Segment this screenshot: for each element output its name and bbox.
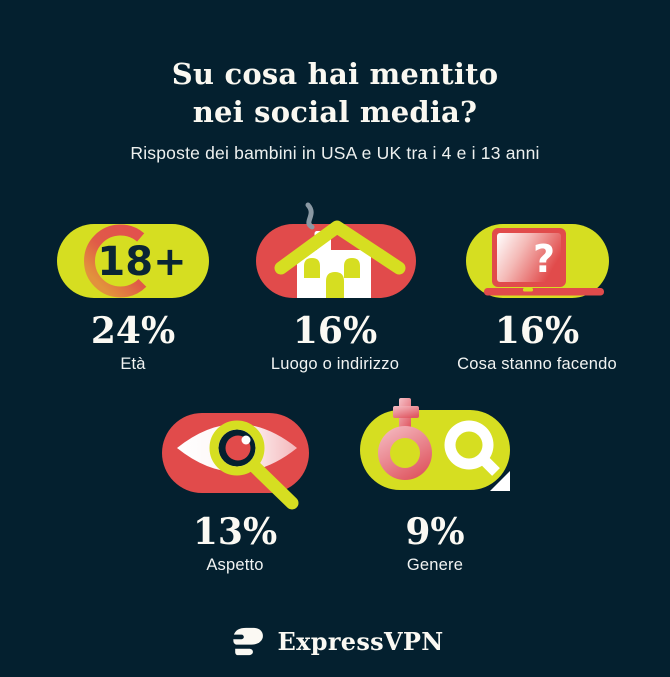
female-symbol-icon: [378, 398, 432, 481]
male-symbol-icon: [444, 420, 510, 492]
title-line-2: nei social media?: [192, 94, 478, 129]
stat-label: Aspetto: [206, 555, 264, 574]
stat-value: 24%: [90, 310, 176, 353]
stat-label: Età: [120, 355, 146, 374]
header: Su cosa hai mentito nei social media? Ri…: [0, 0, 670, 164]
title-line-1: Su cosa hai mentito: [171, 57, 499, 91]
stat-luogo: 16% Luogo o indirizzo: [234, 200, 436, 374]
stat-eta: 18+ 24% Età: [32, 200, 234, 374]
age-18-plus-badge-icon: 18+: [57, 224, 209, 299]
stat-value: 16%: [292, 310, 378, 353]
stat-label: Luogo o indirizzo: [270, 355, 400, 374]
house-icon: [256, 202, 416, 299]
brand-name: ExpressVPN: [277, 626, 444, 656]
brand-footer: ExpressVPN: [0, 625, 670, 658]
smoke-icon: [305, 202, 315, 230]
stat-value: 9%: [405, 511, 465, 554]
stats-row-2: 13% Aspetto: [0, 396, 670, 575]
question-mark-glyph: ?: [533, 237, 555, 281]
stat-aspetto: 13% Aspetto: [135, 396, 335, 575]
expressvpn-logo-icon: [231, 627, 263, 656]
gender-symbols-icon: [360, 398, 510, 492]
stat-value: 16%: [494, 310, 580, 353]
stat-genere: 9% Genere: [335, 396, 535, 575]
stat-value: 13%: [192, 511, 278, 554]
stat-label: Genere: [406, 555, 464, 574]
laptop-question-icon: ?: [466, 224, 609, 299]
page-subtitle: Risposte dei bambini in USA e UK tra i 4…: [130, 143, 540, 164]
age-badge-text: 18+: [97, 239, 186, 285]
stats-row-1: 18+ 24% Età 16% Luogo o indirizzo: [0, 200, 670, 374]
stat-cosa-stanno-facendo: ? 16% Cosa stanno facendo: [436, 200, 638, 374]
page-title: Su cosa hai mentito nei social media?: [0, 56, 670, 131]
stat-label: Cosa stanno facendo: [457, 355, 617, 374]
eye-magnifier-icon: [162, 413, 309, 510]
